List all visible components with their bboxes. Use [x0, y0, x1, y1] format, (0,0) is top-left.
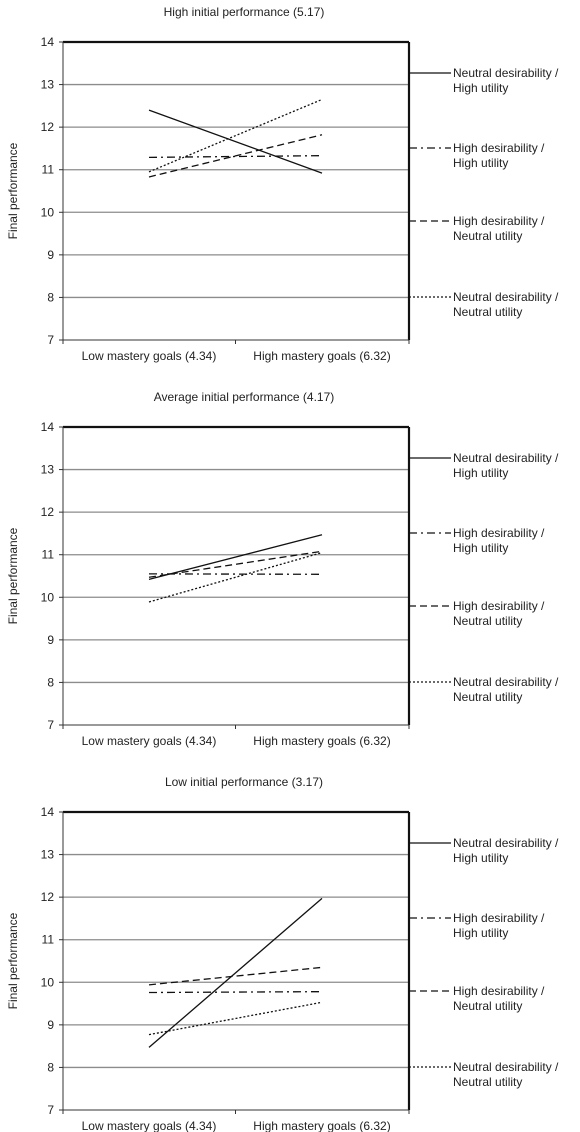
legend-label-2: High desirability / High utility [453, 141, 545, 170]
legend-label-1: Neutral desirability / High utility [453, 451, 559, 480]
y-axis-label: Final performance [6, 912, 20, 1009]
legend-label-3: High desirability / Neutral utility [453, 214, 545, 243]
series-line-2 [148, 155, 323, 159]
series-line-3 [148, 134, 323, 178]
y-tick-label: 12 [41, 505, 55, 519]
y-tick-label: 12 [41, 120, 55, 134]
legend-label-4: Neutral desirability / Neutral utility [453, 1060, 559, 1089]
y-axis-label: Final performance [6, 142, 20, 239]
y-tick-label: 10 [41, 975, 55, 989]
y-tick-label: 10 [41, 205, 55, 219]
y-tick-label: 9 [47, 633, 54, 647]
x-tick-label: High mastery goals (6.32) [253, 349, 390, 363]
legend-label-1: Neutral desirability / High utility [453, 836, 559, 865]
chart-title: Average initial performance (4.17) [154, 390, 335, 404]
series-line-4 [148, 1001, 323, 1036]
y-tick-label: 13 [41, 463, 55, 477]
series-line-1 [148, 897, 323, 1048]
y-tick-label: 7 [47, 718, 54, 732]
x-tick-label: High mastery goals (6.32) [253, 734, 390, 748]
y-tick-label: 11 [42, 548, 55, 562]
y-tick-label: 7 [47, 333, 54, 347]
legend-label-1: Neutral desirability / High utility [453, 66, 559, 95]
legend-label-2: High desirability / High utility [453, 911, 545, 940]
legend-label-4: Neutral desirability / Neutral utility [453, 675, 559, 704]
legend: Neutral desirability / High utility High d… [409, 836, 559, 1089]
series-line-1 [148, 109, 323, 174]
y-tick-label: 9 [47, 248, 54, 262]
legend-label-4: Neutral desirability / Neutral utility [453, 290, 559, 319]
legend: Neutral desirability / High utility High d… [409, 66, 559, 319]
y-tick-label: 8 [47, 1060, 54, 1074]
series-line-2 [148, 991, 323, 994]
y-tick-label: 14 [41, 805, 55, 819]
plot-area [63, 427, 409, 725]
y-tick-label: 11 [42, 163, 55, 177]
y-tick-label: 8 [47, 675, 54, 689]
y-tick-label: 7 [47, 1103, 54, 1117]
series-line-3 [148, 966, 323, 986]
series-line-3 [148, 550, 323, 578]
legend-label-2: High desirability / High utility [453, 526, 545, 555]
chart-panel-2: Average initial performance (4.17) 7 8 9 10 1… [6, 390, 559, 748]
x-tick-label: Low mastery goals (4.34) [82, 349, 217, 363]
y-tick-label: 14 [41, 420, 55, 434]
y-tick-label: 8 [47, 290, 54, 304]
y-tick-label: 11 [42, 933, 55, 947]
y-tick-label: 10 [41, 590, 55, 604]
x-tick-label: Low mastery goals (4.34) [82, 734, 217, 748]
plot-area [63, 812, 409, 1110]
y-tick-label: 14 [41, 35, 55, 49]
series-line-4 [148, 98, 323, 173]
legend-label-3: High desirability / Neutral utility [453, 599, 545, 628]
y-tick-label: 13 [41, 848, 55, 862]
y-tick-label: 9 [47, 1018, 54, 1032]
series-line-4 [148, 551, 323, 603]
y-tick-label: 13 [41, 78, 55, 92]
chart-panel-1: High initial performance (5.17) 7 8 9 10 11 12… [6, 5, 559, 363]
legend-label-3: High desirability / Neutral utility [453, 984, 545, 1013]
chart-title: High initial performance (5.17) [164, 5, 325, 19]
plot-area [63, 42, 409, 340]
y-axis-label: Final performance [6, 527, 20, 624]
x-tick-label: Low mastery goals (4.34) [82, 1119, 217, 1132]
y-tick-label: 12 [41, 890, 55, 904]
chart-title: Low initial performance (3.17) [165, 775, 323, 789]
legend: Neutral desirability / High utility High d… [409, 451, 559, 704]
series-line-1 [148, 534, 323, 581]
x-tick-label: High mastery goals (6.32) [253, 1119, 390, 1132]
chart-panel-3: Low initial performance (3.17) 7 8 9 10 11 12 1… [6, 775, 559, 1132]
